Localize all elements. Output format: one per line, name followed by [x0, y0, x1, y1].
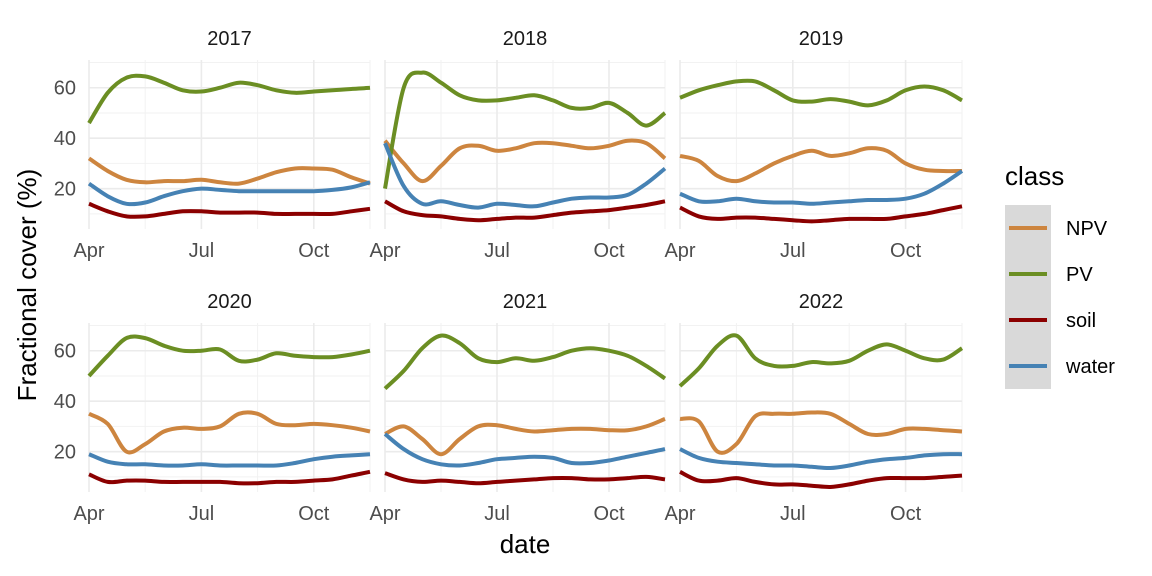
series-line-PV [678, 333, 964, 388]
legend-label: water [1065, 356, 1115, 378]
y-tick-label: 60 [54, 341, 76, 363]
panel-2018: 2018 Apr Jul Oct [369, 28, 667, 262]
series-line-water [88, 452, 371, 468]
panels: 2017 Apr Jul Oct 20 40 60 2018 Apr Jul Oct 2019 Apr J… [54, 28, 964, 525]
panel-2020: 2020 Apr Jul Oct 20 40 60 [54, 291, 371, 525]
x-tick-label: Jul [189, 503, 215, 525]
series-line-NPV [384, 417, 666, 457]
x-tick-label: Apr [73, 503, 104, 525]
panel-label: 2017 [207, 28, 252, 50]
x-tick-label: Jul [780, 240, 806, 262]
panel-label: 2020 [207, 291, 252, 313]
legend-label: NPV [1066, 218, 1108, 240]
x-tick-label: Jul [484, 503, 510, 525]
x-tick-label: Jul [484, 240, 510, 262]
series-line-NPV [88, 410, 371, 455]
y-tick-label: 20 [54, 442, 76, 464]
series-line-soil [384, 199, 666, 223]
panel-2021: 2021 Apr Jul Oct [369, 291, 667, 525]
legend-label: PV [1066, 264, 1093, 286]
panel-label: 2022 [799, 291, 844, 313]
panel-label: 2021 [503, 291, 548, 313]
x-tick-label: Jul [780, 503, 806, 525]
series-line-PV [679, 78, 963, 108]
series-line-NPV [383, 138, 667, 184]
series-line-PV [383, 333, 667, 391]
series-line-soil [679, 469, 963, 490]
legend-title: class [1005, 161, 1064, 191]
y-tick-label: 60 [54, 78, 76, 100]
series-line-water [87, 180, 371, 207]
x-tick-label: Jul [189, 240, 215, 262]
series-line-PV [87, 73, 371, 125]
series-line-PV [383, 70, 667, 189]
y-tick-label: 40 [54, 391, 76, 413]
series-line-soil [88, 469, 371, 486]
series-line-soil [384, 471, 666, 486]
series-line-soil [88, 201, 371, 219]
series-line-water [679, 169, 964, 206]
x-tick-label: Oct [890, 503, 922, 525]
x-tick-label: Apr [664, 503, 695, 525]
x-tick-label: Apr [369, 503, 400, 525]
y-tick-label: 40 [54, 128, 76, 150]
x-tick-label: Oct [298, 503, 330, 525]
series-line-soil [679, 204, 963, 224]
x-tick-label: Oct [593, 503, 625, 525]
series-line-NPV [679, 410, 963, 455]
y-tick-label: 20 [54, 179, 76, 201]
series-line-water [383, 142, 667, 210]
panel-2022: 2022 Apr Jul Oct [664, 291, 964, 525]
panel-2019: 2019 Apr Jul Oct [664, 28, 964, 262]
series-line-NPV [679, 146, 963, 184]
legend-items: NPV PV soil water [1009, 218, 1115, 378]
panel-label: 2018 [503, 28, 548, 50]
x-tick-label: Oct [593, 240, 625, 262]
x-tick-label: Oct [298, 240, 330, 262]
y-axis-title: Fractional cover (%) [12, 169, 42, 402]
panel-2017: 2017 Apr Jul Oct 20 40 60 [54, 28, 371, 262]
x-axis-title: date [500, 529, 551, 559]
x-tick-label: Apr [664, 240, 695, 262]
series-line-NPV [87, 156, 371, 186]
legend-key-background [1005, 205, 1051, 389]
x-tick-label: Apr [73, 240, 104, 262]
series-line-PV [87, 334, 371, 378]
legend: class NPV PV soil water [1005, 161, 1115, 389]
series-line-water [679, 447, 963, 471]
series-line-water [383, 432, 666, 468]
legend-label: soil [1066, 310, 1096, 332]
x-tick-label: Oct [890, 240, 922, 262]
panel-label: 2019 [799, 28, 844, 50]
x-tick-label: Apr [369, 240, 400, 262]
